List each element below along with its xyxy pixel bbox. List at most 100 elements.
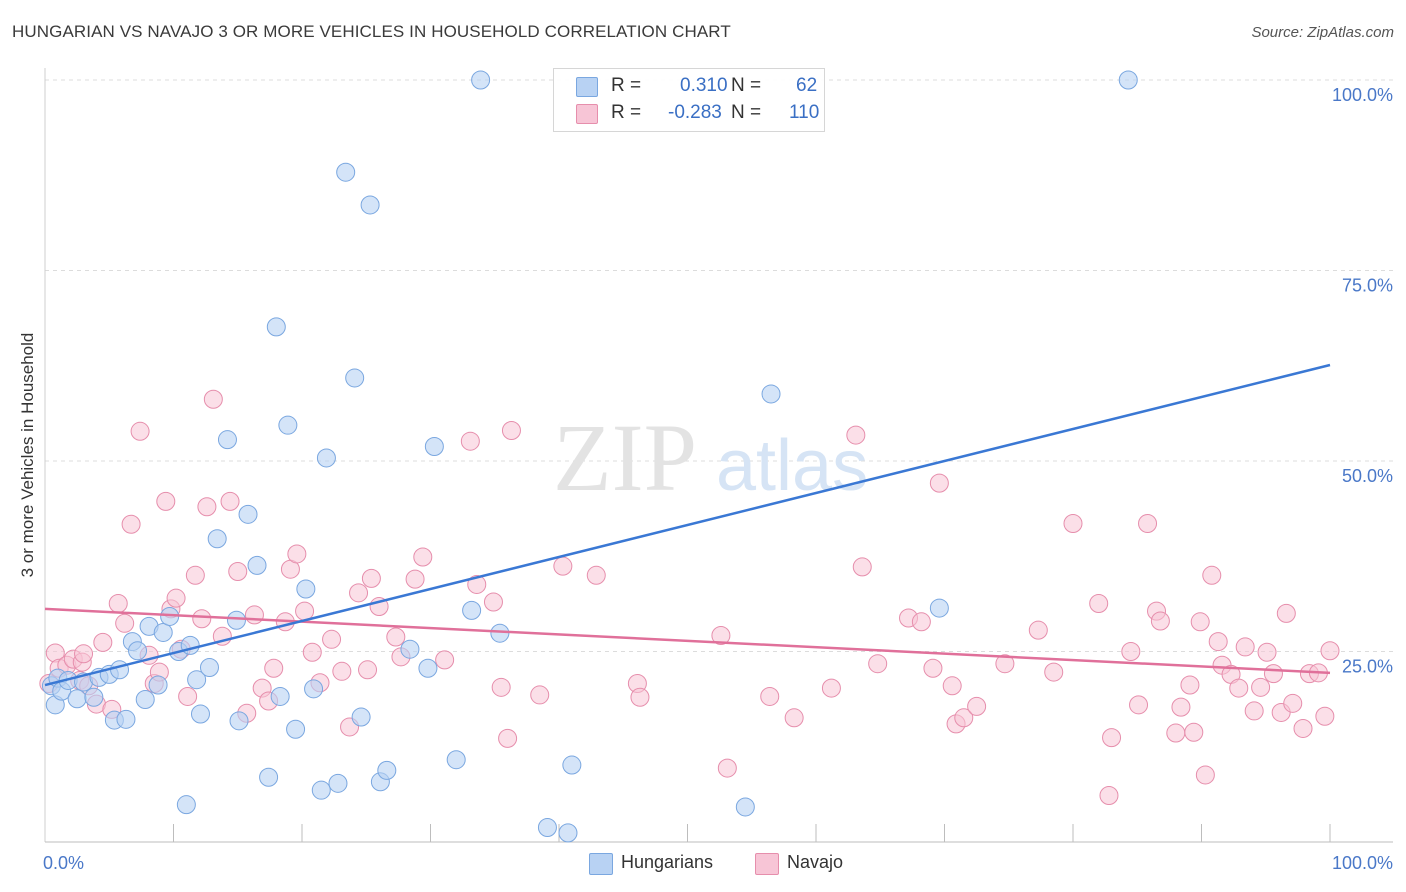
navajo-point [361,568,381,588]
watermark-zip: ZIP [553,404,697,511]
navajo-point [1063,513,1083,533]
y-axis-label: 3 or more Vehicles in Household [18,332,37,578]
navajo-point [711,625,731,645]
legend-label-navajo: Navajo [787,852,844,872]
r-value-navajo: -0.283 [668,102,722,123]
hungarians-legend-swatch [589,853,613,875]
navajo-point [287,544,307,564]
navajo-point [1283,693,1303,713]
navajo-point [460,431,480,451]
navajo-point [322,629,342,649]
hungarians-point [424,437,444,457]
navajo-point [1315,706,1335,726]
hungarians-point [377,760,397,780]
n-value-navajo: 110 [789,102,820,123]
hungarians-point [247,555,267,575]
y-tick-label: 50.0% [1342,466,1393,486]
navajo-point [302,642,322,662]
navajo-point [1251,677,1271,697]
hungarians-point [490,623,510,643]
hungarians-point [84,687,104,707]
navajo-point [852,557,872,577]
hungarians-point [929,598,949,618]
r-label: R = [611,102,642,123]
stats-box: R = 0.310 N = 62 R = -0.283 N = 110 [553,68,825,132]
hungarians-point [207,529,227,549]
trend-lines [44,363,1331,687]
hungarians-point [345,368,365,388]
hungarians-point [135,690,155,710]
hungarians-point [537,818,557,838]
navajo-legend-swatch [755,853,779,875]
hungarians-point [238,504,258,524]
navajo-point [1320,641,1340,661]
navajo-point [1263,664,1283,684]
hungarians-point [400,639,420,659]
navajo-point [967,696,987,716]
hungarians-point [110,660,130,680]
navajo-point [923,658,943,678]
navajo-point [467,574,487,594]
x-tick-label: 100.0% [1332,853,1393,873]
navajo-point [1089,593,1109,613]
hungarians-point [446,750,466,770]
hungarians-point [462,600,482,620]
navajo-points [39,389,1340,806]
hungarians-point [199,658,219,678]
hungarians-point [128,641,148,661]
navajo-point [192,609,212,629]
navajo-point [630,687,650,707]
hungarians-point [311,780,331,800]
hungarians-point [351,707,371,727]
hungarians-point [735,797,755,817]
navajo-swatch [576,104,598,124]
navajo-point [553,556,573,576]
navajo-point [586,565,606,585]
navajo-point [332,661,352,681]
hungarians-point [558,823,578,843]
navajo-point [1028,620,1048,640]
hungarians-point [266,317,286,337]
navajo-point [1190,612,1210,632]
navajo-point [203,389,223,409]
hungarians-point [217,430,237,450]
navajo-point [929,473,949,493]
hungarians-point [278,415,298,435]
n-label: N = [731,75,762,96]
hungarians-point [316,448,336,468]
hungarians-point [304,679,324,699]
navajo-point [121,514,141,534]
navajo-point [1293,718,1313,738]
navajo-point [911,612,931,632]
navajo-point [1129,695,1149,715]
navajo-point [405,569,425,589]
navajo-point [178,686,198,706]
hungarians-trend-line [44,363,1331,687]
navajo-point [220,491,240,511]
navajo-point [1121,642,1141,661]
navajo-point [435,650,455,670]
y-tick-label: 100.0% [1332,85,1393,105]
navajo-point [491,677,511,697]
hungarians-points [41,70,1138,843]
hungarians-point [259,767,279,787]
navajo-point [1202,565,1222,585]
tick-labels: 25.0% 50.0% 75.0% 100.0% 0.0% 100.0% [43,85,1393,873]
r-label: R = [611,75,642,96]
axes [44,68,1393,843]
hungarians-point [1118,70,1138,90]
hungarians-point [148,675,168,695]
hungarians-point [761,384,781,404]
navajo-point [386,627,406,647]
watermark: ZIP atlas [553,404,868,511]
hungarians-point [296,579,316,599]
navajo-point [717,758,737,778]
navajo-point [156,491,176,511]
navajo-point [942,676,962,696]
navajo-point [954,708,974,728]
navajo-point [1180,675,1200,695]
navajo-trend-line [44,607,1331,675]
y-tick-label: 75.0% [1342,276,1393,296]
navajo-point [1099,786,1119,806]
